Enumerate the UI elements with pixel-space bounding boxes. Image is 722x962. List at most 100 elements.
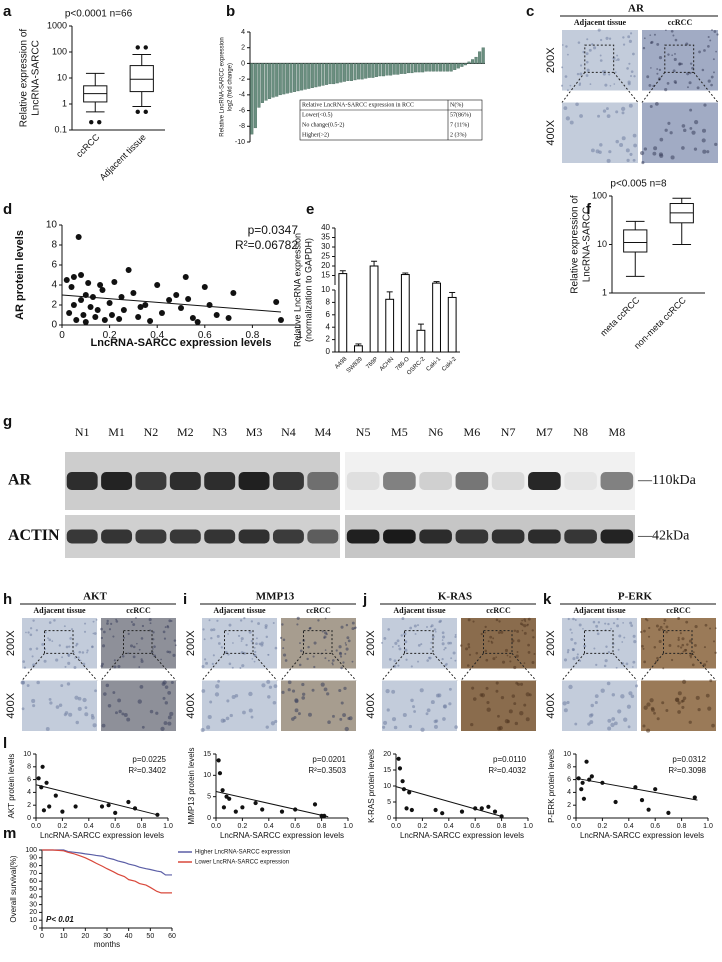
panel-label: f xyxy=(586,201,592,218)
column-header: Adjacent tissue xyxy=(33,606,86,615)
tissue-texture xyxy=(605,107,609,111)
outlier xyxy=(143,109,148,115)
point xyxy=(101,317,108,323)
tissue-texture xyxy=(254,650,257,654)
point xyxy=(135,314,142,320)
stain-title: MMP13 xyxy=(256,591,295,603)
tissue-texture xyxy=(29,647,32,651)
blot-band xyxy=(600,529,634,544)
tissue-texture xyxy=(95,619,98,621)
x-category-label: ccRCC xyxy=(74,132,102,160)
x-tick-label: 60 xyxy=(168,933,176,940)
y-axis-label: Relative LncRNA expression xyxy=(292,233,302,347)
tissue-texture xyxy=(701,68,705,72)
tissue-texture xyxy=(67,653,70,656)
tissue-texture xyxy=(227,633,229,635)
tissue-texture xyxy=(66,682,71,686)
tissue-texture xyxy=(632,660,636,664)
tissue-texture xyxy=(615,139,619,144)
tissue-texture xyxy=(22,660,26,663)
zoom-box xyxy=(123,630,153,654)
tissue-texture xyxy=(210,628,214,632)
tissue-texture xyxy=(324,649,327,651)
tissue-image xyxy=(101,680,176,731)
tissue-texture xyxy=(287,688,291,692)
column-header: ccRCC xyxy=(486,606,511,615)
tissue-texture xyxy=(653,33,656,36)
point xyxy=(253,800,258,806)
x-tick-label: 0 xyxy=(59,330,65,341)
tissue-texture xyxy=(703,646,706,649)
tissue-texture xyxy=(672,34,675,37)
point xyxy=(227,796,232,801)
tissue-texture xyxy=(394,641,398,645)
tissue-texture xyxy=(342,713,347,717)
blot-band xyxy=(564,529,597,544)
tissue-texture xyxy=(674,52,676,55)
tissue-texture xyxy=(45,727,50,731)
tissue-texture xyxy=(630,694,635,699)
tissue-texture xyxy=(630,624,634,628)
x-tick-label: 50 xyxy=(146,933,154,940)
tissue-texture xyxy=(51,640,54,642)
tissue-texture xyxy=(441,658,444,661)
magnification-label: 400X xyxy=(365,692,377,718)
point xyxy=(579,787,584,792)
bar xyxy=(474,56,478,64)
tissue-texture xyxy=(572,648,576,652)
tissue-texture xyxy=(654,102,659,106)
y-tick-label: 10 xyxy=(321,285,330,294)
tissue-texture xyxy=(689,126,693,130)
x-tick-label: 0.4 xyxy=(84,823,94,830)
tissue-texture xyxy=(569,628,572,631)
bar xyxy=(463,63,467,66)
bar xyxy=(438,63,443,72)
fit-line xyxy=(215,791,329,818)
tissue-texture xyxy=(594,701,598,705)
tissue-texture xyxy=(231,695,236,700)
tissue-texture xyxy=(687,86,689,89)
tissue-texture xyxy=(681,124,686,128)
bar xyxy=(257,63,261,108)
column-header: ccRCC xyxy=(126,606,151,615)
tissue-texture xyxy=(36,680,40,685)
tissue-texture xyxy=(232,642,234,644)
tissue-texture xyxy=(229,713,233,718)
tissue-texture xyxy=(81,651,85,654)
tissue-texture xyxy=(385,688,390,694)
bar xyxy=(456,63,460,69)
tissue-texture xyxy=(707,706,712,711)
tissue-texture xyxy=(517,639,521,643)
x-tick-label: 0.0 xyxy=(31,823,41,830)
tissue-texture xyxy=(113,659,116,662)
legend-label: Higher LncRNA-SARCC expression xyxy=(195,850,290,856)
tissue-texture xyxy=(689,108,693,112)
blot-size-label: —42kDa xyxy=(637,529,690,544)
tissue-texture xyxy=(633,640,637,644)
tissue-texture xyxy=(253,646,256,649)
point xyxy=(260,807,265,812)
y-tick-label: 4 xyxy=(241,29,245,36)
tissue-texture xyxy=(27,631,30,634)
tissue-texture xyxy=(621,136,626,141)
point xyxy=(66,310,73,316)
y-tick-label: 2 xyxy=(51,300,57,311)
tissue-texture xyxy=(426,708,431,713)
tissue-texture xyxy=(41,642,45,646)
tissue-texture xyxy=(205,661,209,665)
tissue-texture xyxy=(433,628,437,631)
tissue-texture xyxy=(139,684,144,689)
zoom-box xyxy=(483,630,513,654)
tissue-texture xyxy=(138,648,141,651)
x-tick-label: 1.0 xyxy=(343,823,353,830)
tissue-texture xyxy=(689,653,693,657)
tissue-texture xyxy=(465,647,469,651)
y-tick-label: 1 xyxy=(62,98,67,108)
point xyxy=(400,779,405,784)
tissue-texture xyxy=(100,636,104,640)
point xyxy=(158,310,165,316)
tissue-texture xyxy=(579,659,582,662)
tissue-texture xyxy=(83,630,87,633)
tissue-texture xyxy=(629,75,633,78)
